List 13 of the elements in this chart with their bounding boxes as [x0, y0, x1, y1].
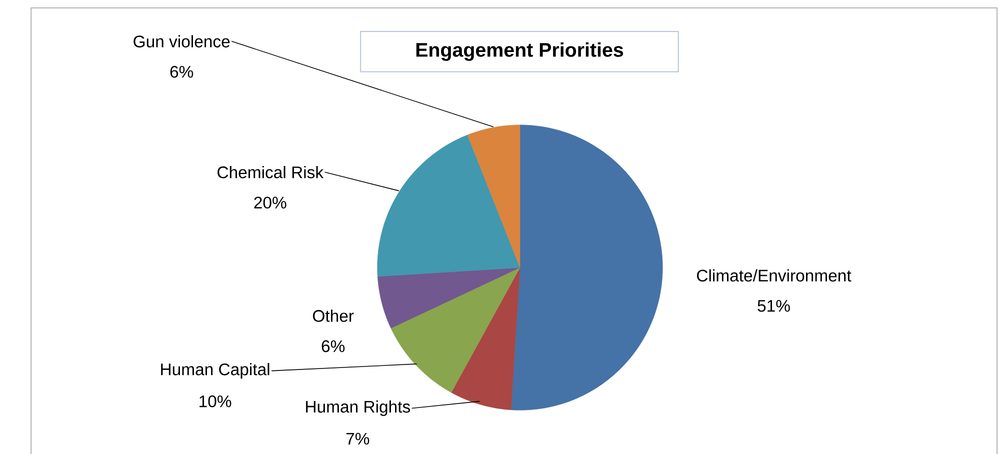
data-label: 7% [346, 432, 370, 444]
data-label: 10% [200, 395, 232, 408]
data-label: 20% [254, 196, 286, 208]
data-label: 6% [170, 66, 194, 78]
slice-label: Climate/Environment [697, 269, 852, 282]
slice-label: Chemical Risk [218, 166, 324, 178]
chart-title: Engagement Priorities [416, 42, 624, 61]
data-label: 51% [758, 300, 790, 312]
slice-label: Other [312, 309, 354, 322]
slice-label: Gun violence [134, 34, 230, 48]
slice-label: Human Rights [306, 400, 410, 416]
slice-label: Human Capital [161, 362, 270, 378]
data-label: 6% [322, 340, 345, 352]
